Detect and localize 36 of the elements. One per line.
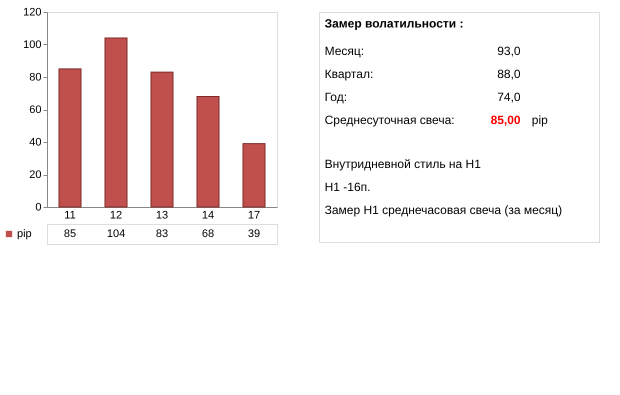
x-tick-label: 13 bbox=[156, 210, 168, 222]
y-tick-label: 20 bbox=[29, 169, 42, 181]
text: Месяц: bbox=[324, 44, 364, 58]
data-label: 83 bbox=[156, 228, 168, 240]
y-tick-label: 40 bbox=[29, 136, 42, 148]
bar bbox=[58, 68, 82, 208]
bar bbox=[196, 96, 220, 208]
data-label: 85 bbox=[64, 228, 76, 240]
data-label: 68 bbox=[202, 228, 214, 240]
text: Среднесуточная свеча: bbox=[324, 113, 455, 128]
text: pip bbox=[532, 113, 548, 128]
text: 85,00 bbox=[490, 113, 521, 128]
text: Замер H1 среднечасовая свеча (за месяц) bbox=[324, 202, 562, 217]
y-tick-label: 80 bbox=[29, 72, 42, 84]
bar bbox=[150, 72, 174, 208]
text: Год: bbox=[324, 90, 348, 104]
text: Замер волатильности : bbox=[324, 16, 464, 30]
x-tick-label: 12 bbox=[110, 210, 122, 222]
x-tick-label: 14 bbox=[202, 210, 214, 222]
x-tick-label: 17 bbox=[248, 210, 260, 222]
text: 93,0 bbox=[497, 44, 521, 58]
text: Внутридневной стиль на H1 bbox=[324, 156, 482, 171]
bar bbox=[104, 38, 128, 208]
y-tick-label: 120 bbox=[23, 6, 42, 18]
text: 74,0 bbox=[497, 90, 521, 104]
text: 88,0 bbox=[497, 67, 521, 82]
legend-label: pip bbox=[17, 228, 32, 240]
y-tick-label: 0 bbox=[35, 202, 42, 214]
x-tick-label: 11 bbox=[64, 210, 76, 222]
text: H1 -16п. bbox=[324, 180, 370, 194]
data-label: 104 bbox=[106, 228, 126, 240]
data-label: 39 bbox=[248, 228, 260, 240]
bar bbox=[242, 143, 266, 208]
text: Квартал: bbox=[324, 67, 374, 82]
y-tick-label: 100 bbox=[23, 39, 42, 51]
y-tick-label: 60 bbox=[29, 104, 42, 116]
